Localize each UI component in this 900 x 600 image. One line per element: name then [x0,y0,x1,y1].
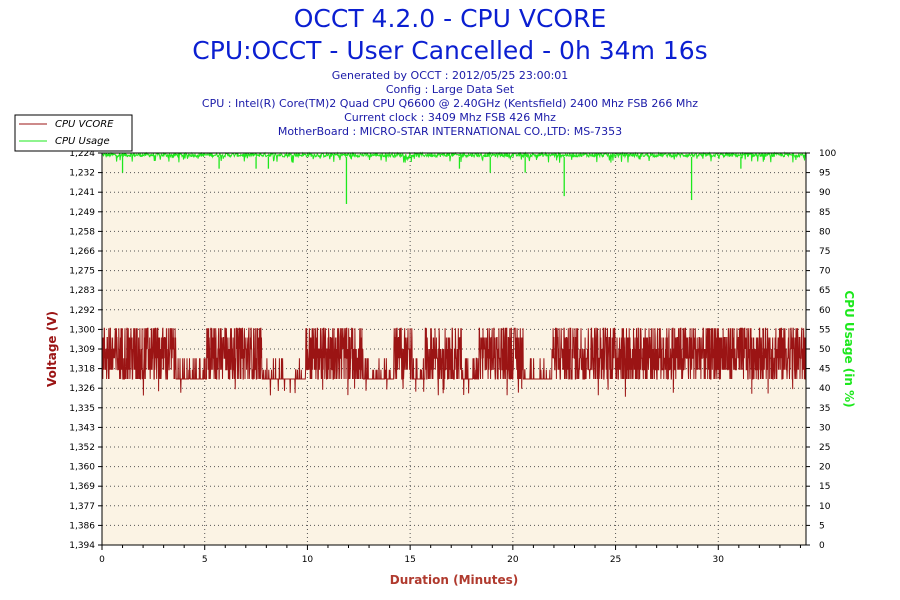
x-tick-label: 15 [404,555,415,565]
y-tick-label: 1,258 [69,227,95,237]
y2-tick-label: 55 [819,325,830,335]
y-tick-label: 1,249 [69,208,95,218]
y-tick-label: 1,318 [69,365,95,375]
y-tick-label: 1,377 [69,502,95,512]
y-tick-label: 1,275 [69,267,95,277]
y-axis-title: Voltage (V) [45,311,59,387]
y2-tick-label: 40 [819,384,831,394]
info-line-clock: Current clock : 3409 Mhz FSB 426 Mhz [344,111,556,124]
y2-tick-label: 25 [819,443,830,453]
y2-tick-label: 65 [819,286,830,296]
y2-tick-label: 75 [819,247,830,257]
y2-tick-label: 10 [819,502,831,512]
x-tick-label: 5 [202,555,208,565]
y2-tick-label: 90 [819,188,831,198]
x-tick-label: 0 [99,555,105,565]
y-tick-label: 1,335 [69,404,95,414]
y-tick-label: 1,292 [69,306,95,316]
y-tick-label: 1,232 [69,169,95,179]
chart-subtitle: CPU:OCCT - User Cancelled - 0h 34m 16s [192,36,708,65]
info-line-generated: Generated by OCCT : 2012/05/25 23:00:01 [331,69,569,82]
y-tick-label: 1,343 [69,423,95,433]
y2-tick-label: 80 [819,227,831,237]
y2-tick-label: 60 [819,306,831,316]
plot-frame [101,152,807,546]
y2-tick-label: 15 [819,482,830,492]
y-tick-label: 1,224 [69,149,95,159]
legend: CPU VCORE CPU Usage [14,114,133,152]
y-tick-label: 1,360 [69,463,95,473]
x-tick-label: 25 [610,555,621,565]
info-line-config: Config : Large Data Set [385,83,515,96]
info-line-motherboard: MotherBoard : MICRO-STAR INTERNATIONAL C… [277,125,623,138]
x-tick-label: 30 [713,555,725,565]
y2-tick-label: 100 [819,149,836,159]
y2-tick-label: 35 [819,404,830,414]
y-tick-label: 1,369 [69,482,95,492]
y2-tick-label: 85 [819,208,830,218]
y2-axis-title: CPU Usage (in %) [842,290,856,407]
y2-tick-label: 5 [819,521,825,531]
y2-tick-label: 70 [819,267,831,277]
y2-tick-label: 95 [819,169,830,179]
y-tick-label: 1,394 [69,541,95,551]
y-tick-label: 1,266 [69,247,95,257]
y-tick-label: 1,326 [69,384,95,394]
legend-label-usage: CPU Usage [55,136,110,147]
chart-title: OCCT 4.2.0 - CPU VCORE [293,4,607,33]
y2-tick-label: 30 [819,423,831,433]
y-tick-label: 1,309 [69,345,95,355]
info-line-cpu: CPU : Intel(R) Core(TM)2 Quad CPU Q6600 … [201,97,699,110]
x-axis-title: Duration (Minutes) [390,573,518,587]
legend-box [14,114,133,152]
y2-tick-label: 45 [819,365,830,375]
y2-tick-label: 20 [819,463,831,473]
y2-tick-label: 0 [819,541,825,551]
y2-tick-label: 50 [819,345,831,355]
y-tick-label: 1,300 [69,325,95,335]
legend-label-vcore: CPU VCORE [55,119,114,130]
series-cpu-usage [102,151,807,163]
y-tick-label: 1,241 [69,188,95,198]
x-tick-label: 10 [302,555,314,565]
y-tick-label: 1,352 [69,443,95,453]
series-cpu-vcore [101,327,807,397]
y-tick-label: 1,386 [69,521,95,531]
x-tick-label: 20 [507,555,519,565]
y-tick-label: 1,283 [69,286,95,296]
